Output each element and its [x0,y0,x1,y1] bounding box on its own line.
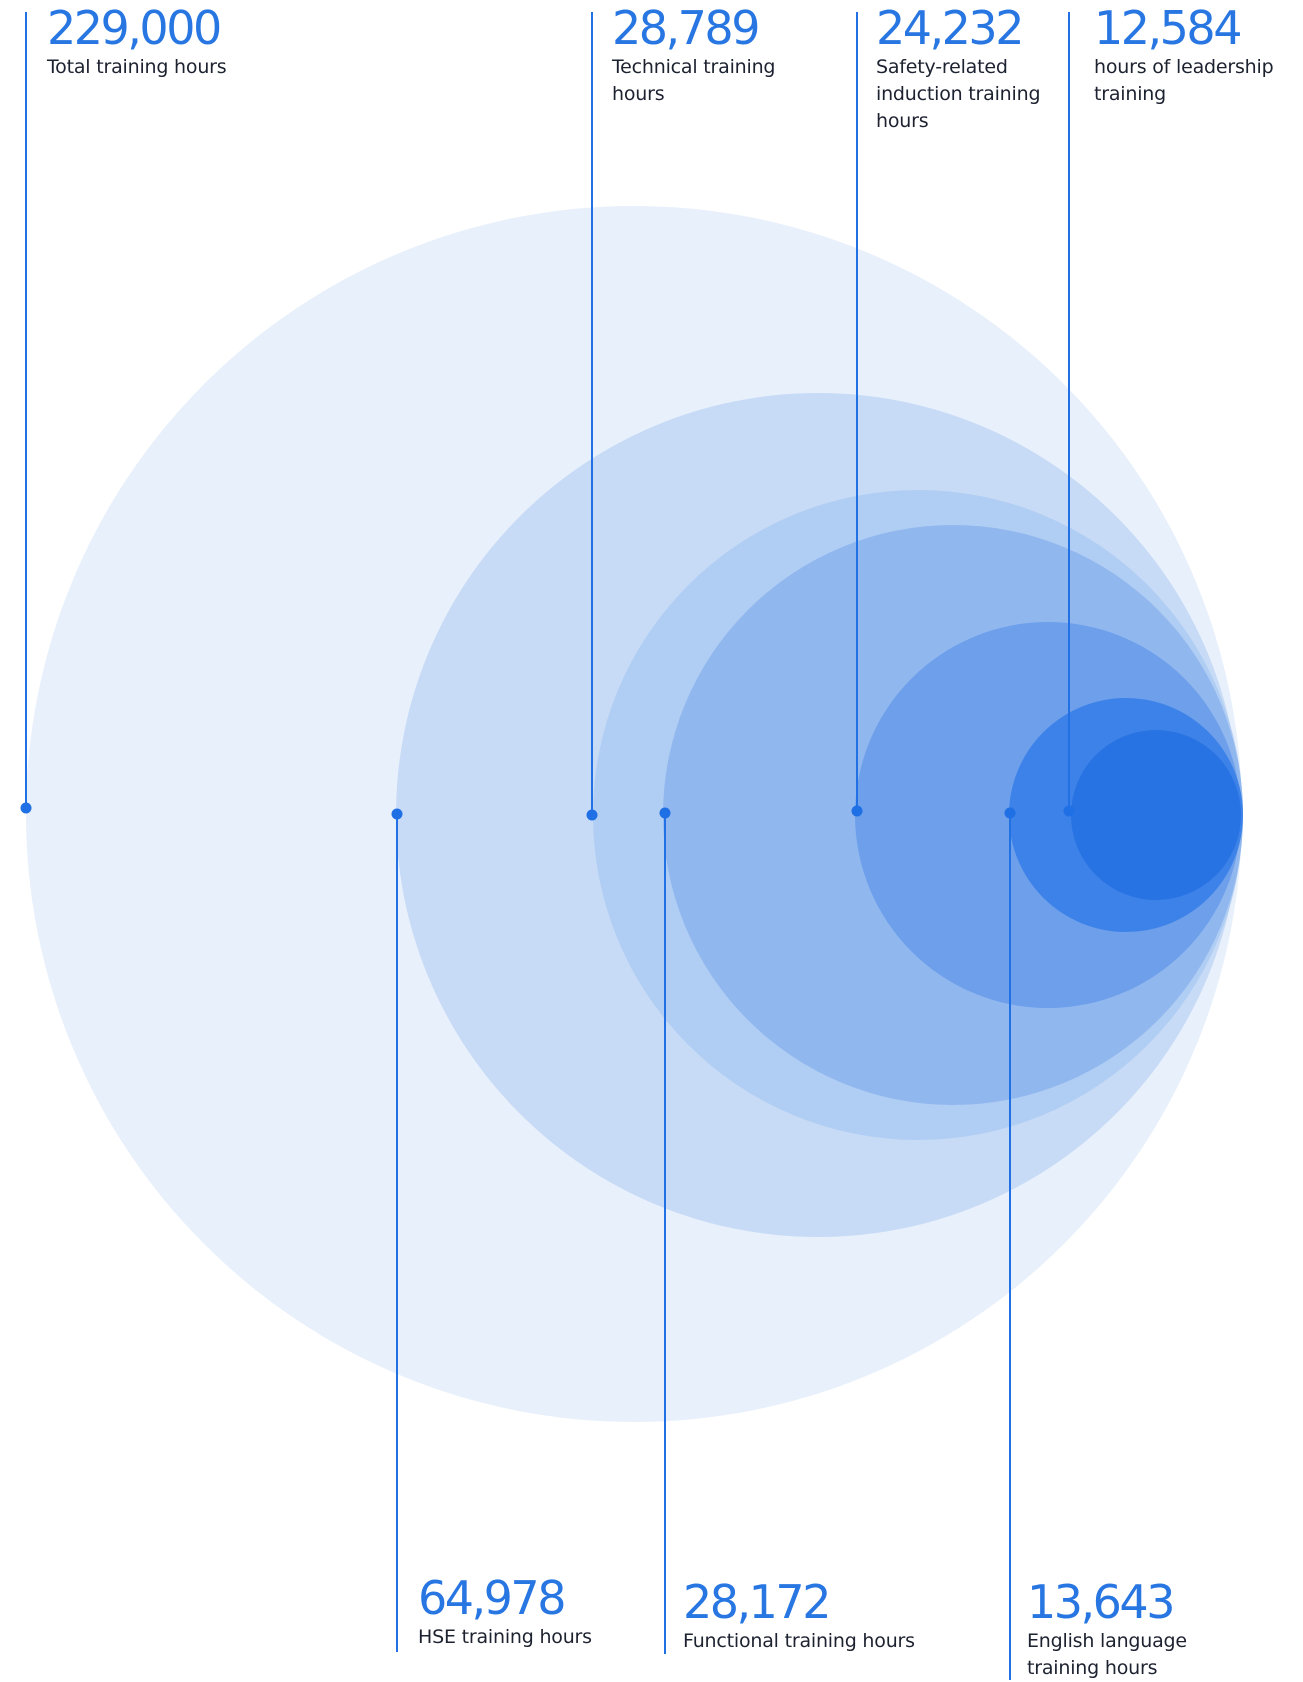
leader-dot-functional [659,807,671,819]
value-functional: 28,172 [683,1575,831,1629]
value-leadership: 12,584 [1094,1,1242,55]
leader-dot-safety [851,805,863,817]
value-english: 13,643 [1027,1575,1175,1629]
value-safety: 24,232 [876,1,1024,55]
leader-dot-leadership [1063,805,1075,817]
label-leadership: 12,584 hours of leadership training [1094,2,1299,108]
label-technical: 28,789 Technical training hours [612,2,802,108]
label-safety: 24,232 Safety-related induction training… [876,2,1041,135]
label-functional: 28,172 Functional training hours [683,1576,983,1655]
leader-dot-technical [586,809,598,821]
caption-functional: Functional training hours [683,1630,915,1652]
leader-dot-total [20,802,32,814]
label-english: 13,643 English language training hours [1027,1576,1217,1682]
caption-total: Total training hours [47,56,227,78]
circle-leadership [1071,730,1241,900]
leader-dot-hse [391,808,403,820]
caption-safety: Safety-related induction training hours [876,56,1041,132]
caption-leadership: hours of leadership training [1094,56,1274,105]
value-technical: 28,789 [612,1,760,55]
caption-hse: HSE training hours [418,1626,592,1648]
caption-technical: Technical training hours [612,56,776,105]
value-total: 229,000 [47,1,222,55]
leader-dot-english [1004,807,1016,819]
caption-english: English language training hours [1027,1630,1187,1679]
label-total: 229,000 Total training hours [47,2,347,81]
label-hse: 64,978 HSE training hours [418,1572,658,1651]
value-hse: 64,978 [418,1571,566,1625]
